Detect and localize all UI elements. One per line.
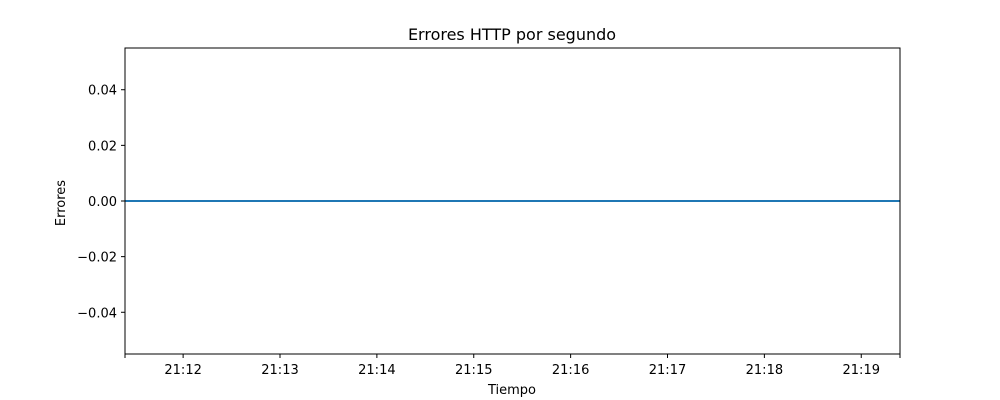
x-tick-label: 21:13 <box>261 363 298 378</box>
x-tick-label: 21:15 <box>455 363 492 378</box>
x-tick-label: 21:19 <box>843 363 880 378</box>
y-axis-label: Errores <box>54 180 69 226</box>
y-tick-label: −0.02 <box>77 251 117 266</box>
y-axis: 0.04 0.02 0.00 −0.02 −0.04 <box>77 84 125 321</box>
y-tick-label: 0.00 <box>88 195 117 210</box>
x-tick-label: 21:12 <box>164 363 201 378</box>
x-axis: 21:12 21:13 21:14 21:15 21:16 21:17 21:18 21:19 <box>124 354 901 378</box>
x-axis-label: Tiempo <box>487 383 536 398</box>
y-tick-label: 0.04 <box>88 84 117 99</box>
x-tick-label: 21:16 <box>552 363 589 378</box>
y-tick-label: −0.04 <box>77 306 117 321</box>
chart-title: Errores HTTP por segundo <box>408 25 616 44</box>
y-tick-label: 0.02 <box>88 139 117 154</box>
x-tick-label: 21:14 <box>358 363 395 378</box>
x-tick-label: 21:17 <box>649 363 686 378</box>
x-tick-label: 21:18 <box>746 363 783 378</box>
